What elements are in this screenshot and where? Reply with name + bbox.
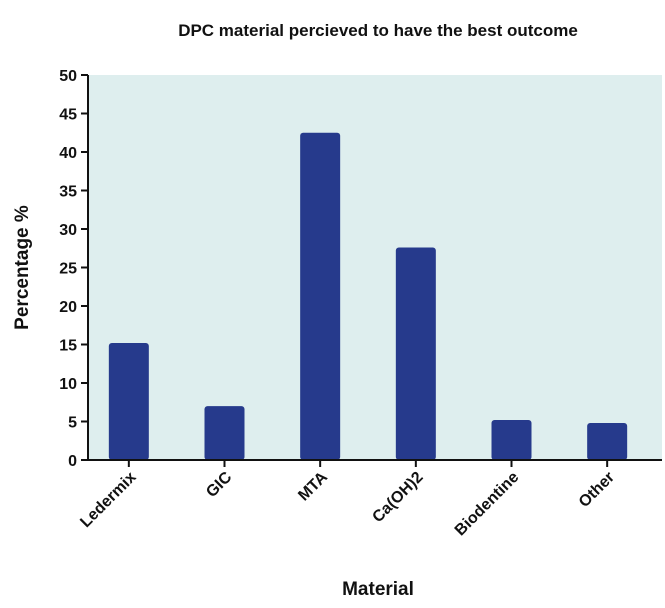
y-tick-label: 35: [59, 184, 77, 201]
y-tick-label: 40: [59, 145, 77, 162]
bars-group: [108, 132, 628, 460]
bar-other: [587, 423, 628, 460]
x-category-label: Biodentine: [452, 469, 523, 540]
y-tick-label: 25: [59, 261, 77, 278]
x-category-label: Other: [576, 469, 618, 511]
x-category-label: MTA: [295, 468, 331, 504]
plot-area: [88, 75, 662, 460]
y-tick-label: 50: [59, 68, 77, 85]
y-tick-label: 15: [59, 338, 77, 355]
y-tick-label: 5: [68, 415, 77, 432]
y-axis-title: Percentage %: [12, 205, 33, 330]
y-tick-label: 20: [59, 299, 77, 316]
y-tick-label: 45: [59, 107, 77, 124]
y-tick-label: 0: [68, 453, 77, 470]
chart-title: DPC material percieved to have the best …: [178, 21, 578, 40]
bar-gic: [204, 406, 245, 460]
y-tick-label: 10: [59, 376, 77, 393]
bar-mta: [300, 132, 341, 460]
x-category-label: Ca(OH)2: [369, 469, 426, 526]
bar-biodentine: [491, 419, 532, 460]
x-category-label: GIC: [203, 468, 235, 500]
bar-ledermix: [108, 342, 149, 460]
y-tick-label: 30: [59, 222, 77, 239]
x-axis-title: Material: [342, 579, 414, 600]
x-category-label: Ledermix: [77, 469, 139, 531]
y-axis-ticks: 0 5 10 15 20 25 30 35 40 45 50: [59, 68, 88, 470]
x-axis-category-labels: Ledermix GIC MTA Ca(OH)2 Biodentine Other: [77, 460, 618, 539]
bar-ca-oh-2: [395, 247, 436, 460]
